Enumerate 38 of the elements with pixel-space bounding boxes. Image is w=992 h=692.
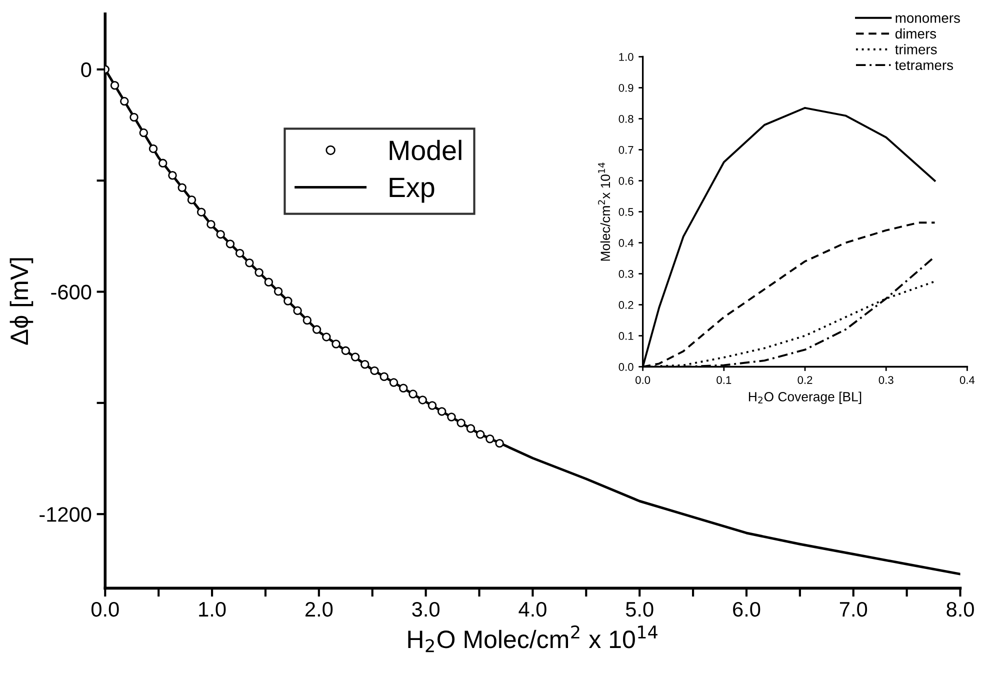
y-tick-label: 0.2 — [618, 301, 634, 309]
x-axis-title: H$_{2}$O Molec/cm$^{2}$ x 10$^{14}$ — [408, 625, 658, 652]
y-tick-label: 0 — [81, 62, 92, 78]
y-tick-label: -1200 — [40, 507, 92, 522]
x-tick-label: 1.0 — [199, 602, 226, 617]
x-tick-label: 7.0 — [840, 602, 868, 617]
y-tick-label: 0.6 — [618, 177, 634, 185]
y-tick-label: 0.1 — [618, 332, 634, 340]
legend-label: trimers — [895, 44, 937, 54]
y-tick-label: -600 — [51, 284, 92, 300]
y-tick-label: 0.5 — [618, 208, 634, 216]
y-axis-title: Δϕ [mV] — [10, 258, 34, 345]
legend-label: dimers — [895, 28, 936, 39]
x-tick-label: 3.0 — [412, 602, 440, 617]
x-axis-title: H$_{2}$O Coverage [BL] — [748, 392, 862, 404]
x-tick-label: 0.3 — [878, 376, 894, 384]
y-tick-label: 0.8 — [618, 115, 634, 123]
x-tick-label: 0.0 — [91, 602, 119, 617]
legend-label: tetramers — [895, 60, 954, 70]
x-tick-label: 5.0 — [626, 602, 654, 617]
legend-label: monomers — [896, 15, 960, 23]
x-tick-label: 8.0 — [946, 602, 974, 617]
x-tick-label: 2.0 — [305, 602, 333, 617]
legend-label: Exp — [390, 178, 434, 203]
y-tick-label: 1.0 — [619, 53, 634, 61]
y-tick-label: 0.4 — [618, 239, 634, 247]
y-tick-label: 0.0 — [618, 363, 634, 371]
y-tick-label: 0.7 — [618, 146, 634, 154]
x-tick-label: 0.0 — [636, 376, 650, 384]
x-tick-label: 4.0 — [518, 602, 546, 617]
legend-label: Model — [390, 140, 462, 160]
x-tick-label: 0.4 — [960, 376, 975, 384]
x-tick-label: 0.1 — [716, 376, 732, 384]
x-tick-label: 0.2 — [798, 376, 812, 384]
y-tick-label: 0.9 — [618, 84, 634, 92]
y-axis-title: Molec/cm$^{2}$x 10$^{14}$ — [598, 162, 610, 261]
y-tick-label: 0.3 — [618, 270, 634, 278]
x-tick-label: 6.0 — [733, 602, 760, 617]
